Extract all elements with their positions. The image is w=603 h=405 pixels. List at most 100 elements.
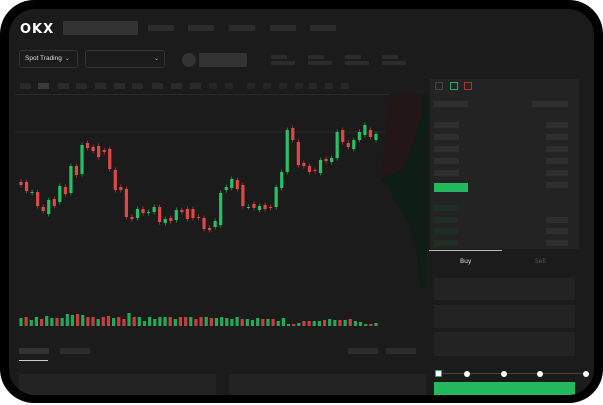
amount-input[interactable] [434, 305, 575, 328]
orderbook-both-icon[interactable] [435, 82, 443, 90]
volume-bar [91, 317, 95, 326]
tab-sell[interactable]: Sell [535, 258, 546, 265]
price-chart[interactable] [9, 9, 429, 339]
timeframe-button[interactable] [114, 83, 125, 89]
candle [80, 145, 84, 174]
volume-bar [230, 319, 234, 326]
chart-tool-icon[interactable] [263, 83, 271, 89]
volume-bar [245, 319, 249, 326]
volume-bar [96, 319, 100, 326]
nav-item[interactable] [148, 25, 174, 31]
buy-button[interactable] [434, 382, 575, 395]
stat-label [345, 55, 361, 59]
timeframe-button[interactable] [76, 83, 87, 89]
nav-item[interactable] [188, 25, 214, 31]
candle [196, 217, 201, 218]
volume-bar [292, 324, 296, 326]
volume-bar [101, 317, 105, 326]
volume-bar [45, 316, 49, 326]
filter-button[interactable] [348, 348, 378, 354]
chart-tool-icon[interactable] [225, 83, 233, 89]
candle [124, 189, 128, 217]
coin-icon [182, 53, 196, 67]
candle [191, 209, 195, 218]
slider-stop[interactable] [464, 371, 470, 377]
chart-tool-icon[interactable] [325, 83, 333, 89]
candle [63, 187, 67, 194]
orderbook-asks-icon[interactable] [464, 82, 472, 90]
volume-bar [81, 315, 85, 326]
candle [213, 221, 217, 227]
candle [108, 149, 112, 169]
slider-stop[interactable] [537, 371, 543, 377]
total-input[interactable] [434, 332, 575, 356]
volume-bar [240, 319, 244, 326]
volume-bar [75, 314, 80, 326]
timeframe-button[interactable] [38, 83, 49, 89]
volume-bar [209, 318, 213, 326]
volume-bar [86, 317, 90, 326]
volume-bar [353, 321, 358, 326]
timeframe-button[interactable] [132, 83, 143, 89]
candle [302, 163, 306, 166]
stat-value [271, 61, 295, 65]
search-input[interactable] [63, 21, 138, 35]
chart-tool-icon[interactable] [279, 83, 287, 89]
bid-amount [546, 217, 568, 223]
chart-tool-icon[interactable] [209, 83, 217, 89]
tab-buy[interactable]: Buy [460, 258, 472, 265]
ask-amount [546, 122, 568, 128]
candle [130, 217, 134, 219]
slider-stop[interactable] [583, 371, 589, 377]
candle [263, 205, 267, 209]
volume-bar [39, 319, 44, 326]
volume-bar [338, 320, 342, 326]
market-selector[interactable]: Spot Trading ⌄ [19, 50, 78, 68]
timeframe-button[interactable] [58, 83, 69, 89]
candle [341, 130, 345, 142]
timeframe-button[interactable] [20, 83, 31, 89]
tab-open-orders[interactable] [19, 348, 49, 354]
ask-price [434, 146, 459, 152]
chart-tool-icon[interactable] [341, 83, 349, 89]
candle [91, 147, 95, 151]
tab-order-history[interactable] [60, 348, 90, 354]
candle [36, 192, 40, 206]
nav-item[interactable] [310, 25, 336, 31]
volume-bar [153, 319, 157, 326]
chart-tool-icon[interactable] [295, 83, 303, 89]
candle [230, 179, 234, 188]
price-input[interactable] [434, 278, 575, 300]
slider-track[interactable] [439, 373, 587, 374]
candle [285, 130, 289, 172]
timeframe-button[interactable] [95, 83, 106, 89]
timeframe-button[interactable] [152, 83, 163, 89]
pair-selector[interactable]: ⌄ [85, 50, 165, 68]
nav-item[interactable] [270, 25, 296, 31]
orderbook-header [434, 101, 468, 107]
market-selector-label: Spot Trading [25, 55, 62, 62]
chevron-down-icon: ⌄ [153, 56, 159, 62]
slider-stop[interactable] [501, 371, 507, 377]
orderbook-bids-icon[interactable] [450, 82, 458, 90]
chart-tool-icon[interactable] [247, 83, 255, 89]
candle [246, 207, 251, 208]
timeframe-button[interactable] [171, 83, 182, 89]
slider-handle[interactable] [435, 370, 442, 377]
filter-button[interactable] [386, 348, 416, 354]
depth-asks-area [381, 94, 421, 179]
volume-bar [343, 320, 347, 326]
ask-amount [546, 158, 568, 164]
nav-item[interactable] [229, 25, 255, 31]
volume-bar [127, 313, 131, 326]
volume-bar [302, 321, 306, 326]
candle [368, 130, 373, 137]
volume-bar [142, 321, 147, 326]
candle [374, 134, 378, 140]
candle [296, 142, 300, 165]
volume-bar [364, 324, 368, 326]
chart-tool-icon[interactable] [309, 83, 317, 89]
candle [85, 143, 90, 148]
timeframe-button[interactable] [190, 83, 201, 89]
